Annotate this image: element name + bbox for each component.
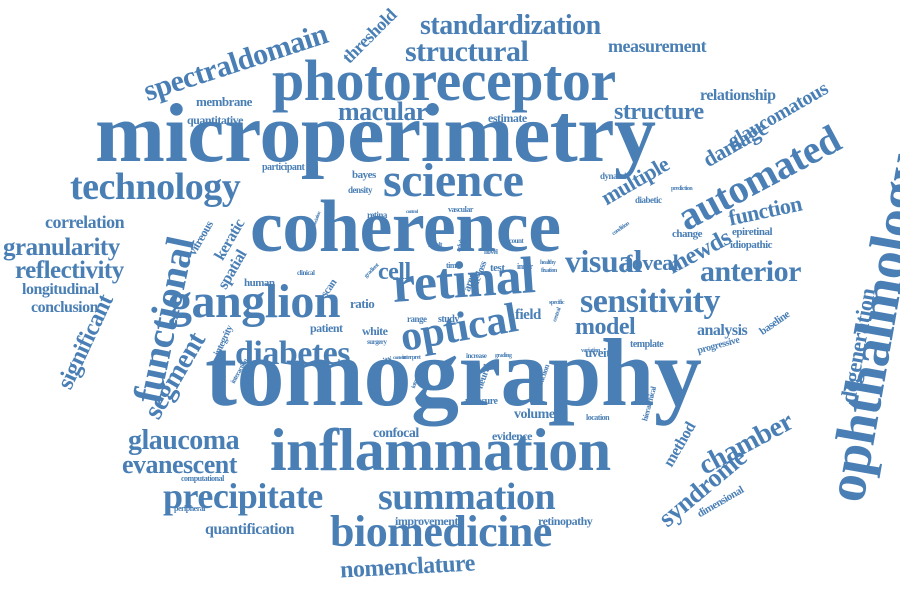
cloud-word: ratio — [350, 296, 375, 311]
cloud-word: quantification — [205, 521, 295, 538]
cloud-word: longitudinal — [22, 281, 99, 298]
cloud-word: improvement — [395, 514, 458, 528]
cloud-word: biomedicine — [330, 507, 552, 556]
cloud-word: measurement — [608, 36, 707, 56]
cloud-word: dynamic — [600, 171, 630, 181]
cloud-word: novel — [484, 248, 498, 256]
cloud-word: volume — [514, 407, 555, 422]
cloud-word: idiopathic — [730, 239, 773, 251]
cloud-word: variation — [581, 348, 600, 354]
cloud-word: technology — [70, 166, 241, 208]
cloud-word: method — [660, 419, 700, 471]
cloud-word: inflammation — [270, 417, 611, 483]
cloud-word: analysis — [697, 322, 748, 339]
cloud-word: evanescent — [122, 450, 237, 479]
cloud-word: control — [406, 210, 418, 215]
cloud-word: summation — [378, 476, 556, 518]
cloud-word: evidence — [492, 429, 533, 443]
cloud-word: test — [490, 262, 505, 274]
cloud-word: photoreceptor — [272, 48, 616, 113]
cloud-word: quantitative — [187, 113, 244, 127]
cloud-word: density — [348, 185, 373, 195]
cloud-word: confocal — [373, 426, 419, 441]
cloud-word: template — [630, 339, 664, 350]
cloud-word: human — [244, 277, 275, 289]
cloud-word: macular — [338, 97, 427, 126]
cloud-word: reflectivity — [15, 257, 124, 284]
cloud-word: precipitate — [163, 476, 323, 516]
cloud-word: specific — [549, 300, 565, 306]
cloud-word: retina — [367, 210, 387, 220]
cloud-word: correlation — [45, 212, 125, 232]
cloud-word: condition — [611, 220, 631, 238]
cloud-word: count — [509, 237, 524, 245]
cloud-word: granularity — [3, 234, 120, 261]
cloud-word: tomography — [205, 319, 702, 426]
cloud-word: change — [672, 228, 703, 240]
cloud-word: diabetes — [235, 335, 351, 372]
cloud-word: microperimetry — [95, 87, 656, 180]
cloud-word: sensitivity — [580, 283, 720, 320]
cloud-word: context — [393, 356, 406, 361]
cloud-word: cell — [378, 259, 411, 285]
cloud-word: bayes — [352, 169, 376, 181]
cloud-word: epiretinal — [732, 226, 773, 238]
cloud-word: vitreous — [185, 218, 216, 258]
cloud-word: study — [438, 314, 459, 325]
cloud-word: ganglion — [168, 275, 341, 328]
cloud-word: result — [428, 241, 442, 249]
cloud-word: visual — [565, 243, 643, 279]
cloud-word: increase — [466, 352, 487, 360]
cloud-word: standardization — [420, 10, 601, 41]
cloud-word: interpret — [402, 355, 421, 361]
cloud-word: uveitic — [585, 345, 619, 360]
cloud-word: field — [515, 307, 541, 323]
cloud-word: white — [362, 324, 388, 338]
cloud-word: membrane — [196, 94, 252, 109]
cloud-word: clinical — [297, 269, 315, 277]
cloud-word: participant — [262, 162, 305, 173]
cloud-word: diabetic — [635, 195, 662, 205]
cloud-word: glaucoma — [128, 425, 240, 456]
cloud-word: anterior — [700, 255, 801, 288]
cloud-word: surgery — [367, 338, 387, 346]
cloud-word: relationship — [700, 87, 776, 104]
cloud-word: model — [575, 314, 636, 340]
cloud-word: nomenclature — [339, 550, 476, 584]
cloud-word: conclusion — [31, 299, 99, 316]
cloud-word: structure — [614, 99, 704, 125]
cloud-word: coherence — [250, 186, 561, 268]
cloud-word: fixation — [541, 268, 557, 274]
cloud-word: inner — [517, 262, 533, 271]
cloud-word: time — [446, 261, 460, 270]
cloud-word: location — [586, 413, 610, 422]
cloud-word: computational — [181, 474, 224, 483]
cloud-word: structural — [405, 35, 529, 68]
cloud-word: science — [383, 154, 524, 207]
cloud-word: range — [407, 314, 427, 324]
cloud-word: vascular — [448, 205, 473, 214]
cloud-word: grading — [495, 353, 512, 359]
cloud-word: estimate — [488, 111, 527, 125]
cloud-word: retinopathy — [538, 514, 593, 528]
cloud-word: baseline — [757, 308, 792, 338]
cloud-word: peripheral — [174, 504, 206, 513]
cloud-word: measure — [465, 396, 498, 407]
cloud-word: foveal — [625, 250, 679, 275]
cloud-word: patient — [310, 321, 343, 335]
cloud-word: prediction — [671, 186, 693, 192]
cloud-word: healthy — [540, 260, 556, 266]
